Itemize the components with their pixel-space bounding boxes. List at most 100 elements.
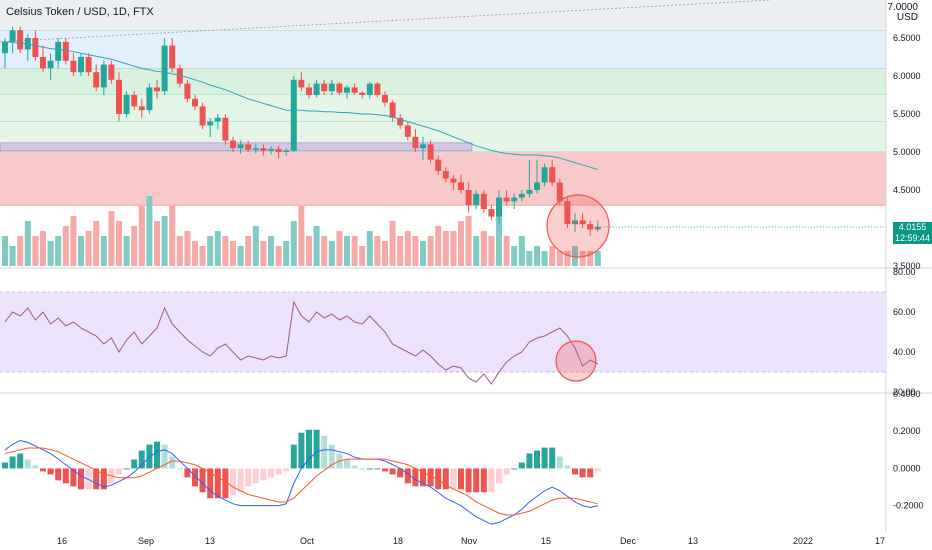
volume-bar <box>40 231 46 266</box>
volume-bar <box>237 246 244 266</box>
currency-label: USD <box>896 12 918 23</box>
volume-bar <box>458 221 464 266</box>
macd-histogram-bar <box>17 453 24 469</box>
macd-histogram-bar <box>511 468 518 470</box>
candle-body <box>268 148 274 151</box>
volume-bar <box>465 216 472 266</box>
macd-histogram-bar <box>420 468 426 487</box>
candle-body <box>435 159 442 171</box>
candle-body <box>146 87 153 111</box>
last-price-value: 4.0155 <box>898 222 927 232</box>
macd-histogram-bar <box>442 468 449 490</box>
macd-histogram-bar <box>480 468 487 493</box>
macd-histogram-bar <box>389 468 396 475</box>
last-price-tag[interactable]: 4.0155 12:59:44 <box>893 222 932 244</box>
volume-bar <box>93 221 100 266</box>
price-axis[interactable]: 6.5000 6.0000 5.5000 5.0000 4.5000 3.500080.0… <box>893 33 924 511</box>
volume-bar <box>9 246 16 266</box>
macd-histogram-bar <box>534 450 540 469</box>
volume-bar <box>496 216 502 266</box>
price-tick-label: 5.0000 <box>893 147 921 157</box>
trend-line <box>0 0 771 43</box>
volume-bar <box>587 251 594 266</box>
macd-histogram-bar <box>245 468 252 487</box>
macd-histogram-bar <box>587 468 594 478</box>
candle-body <box>458 182 464 190</box>
macd-histogram-bar <box>412 468 419 487</box>
candle-body <box>450 178 457 183</box>
macd-histogram-bar <box>184 468 191 478</box>
volume-bar <box>397 236 404 266</box>
macd-histogram-bar <box>359 468 366 470</box>
volume-bar <box>427 236 434 266</box>
time-axis[interactable]: 16 Sep 13 Oct 18 Nov 15 Dec 13 2022 17 <box>57 536 885 546</box>
candle-body <box>230 140 236 149</box>
zone-grey <box>0 0 886 31</box>
macd-histogram-bar <box>579 468 586 478</box>
volume-bar <box>230 241 236 266</box>
candle-body <box>93 72 100 88</box>
volume-bar <box>526 251 533 266</box>
macd-histogram-bar <box>435 468 442 490</box>
volume-bar <box>17 236 24 266</box>
volume-bar <box>161 216 168 266</box>
volume-bar <box>435 226 442 266</box>
macd-histogram-bar <box>549 447 556 469</box>
macd-histogram-bar <box>275 468 282 475</box>
macd-histogram-bar <box>230 468 236 496</box>
volume-bar <box>442 231 449 266</box>
volume-bar <box>420 241 426 266</box>
macd-histogram-bar <box>404 468 411 484</box>
macd-histogram-bar <box>328 444 335 469</box>
candle-body <box>123 95 130 114</box>
time-tick-label: Sep <box>138 536 154 546</box>
grid-lines <box>0 0 932 532</box>
volume-bar <box>290 221 297 266</box>
candle-body <box>290 79 297 151</box>
macd-histogram-bar <box>458 468 464 490</box>
rsi-line <box>4 300 599 385</box>
volume-bar <box>116 221 122 266</box>
macd-histogram-bar <box>116 468 122 475</box>
volume-bar <box>214 231 221 266</box>
candle-body <box>412 136 419 149</box>
macd-histogram-bar <box>473 468 480 493</box>
macd-line <box>4 439 598 525</box>
volume-bar <box>260 241 267 266</box>
highlight-circle-rsi <box>555 340 597 382</box>
macd-histogram-bar <box>24 459 31 469</box>
candle-body <box>564 201 571 225</box>
candle-body <box>2 41 8 54</box>
volume-bar <box>351 236 358 266</box>
time-tick-label: Oct <box>300 536 315 546</box>
candle-body <box>85 57 92 73</box>
macd-pane[interactable] <box>2 429 601 525</box>
macd-histogram-bar <box>47 468 54 475</box>
volume-bar <box>328 241 335 266</box>
macd-histogram-bar <box>55 468 62 481</box>
macd-histogram-bar <box>62 468 69 484</box>
volume-bar <box>564 251 571 266</box>
macd-histogram-bar <box>518 462 525 469</box>
candle-body <box>306 87 312 95</box>
candle-body <box>169 45 176 69</box>
candle-body <box>556 182 563 202</box>
macd-histogram-bar <box>146 444 153 469</box>
rsi-pane[interactable] <box>4 300 599 385</box>
candle-body <box>207 121 214 126</box>
macd-histogram-bar <box>214 468 221 499</box>
macd-tick-label: 0.0000 <box>893 463 921 473</box>
time-tick-label: 13 <box>205 536 215 546</box>
candle-body <box>442 171 449 179</box>
candle-body <box>328 83 335 92</box>
time-tick-label: 2022 <box>793 536 813 546</box>
candle-body <box>245 144 252 150</box>
volume-bar <box>85 231 92 266</box>
volume-bar <box>594 251 601 266</box>
price-candles[interactable] <box>2 26 601 236</box>
time-tick-label: 17 <box>875 536 885 546</box>
candle-body <box>70 60 77 73</box>
macd-histogram-bar <box>351 465 358 469</box>
candle-body <box>397 117 404 126</box>
